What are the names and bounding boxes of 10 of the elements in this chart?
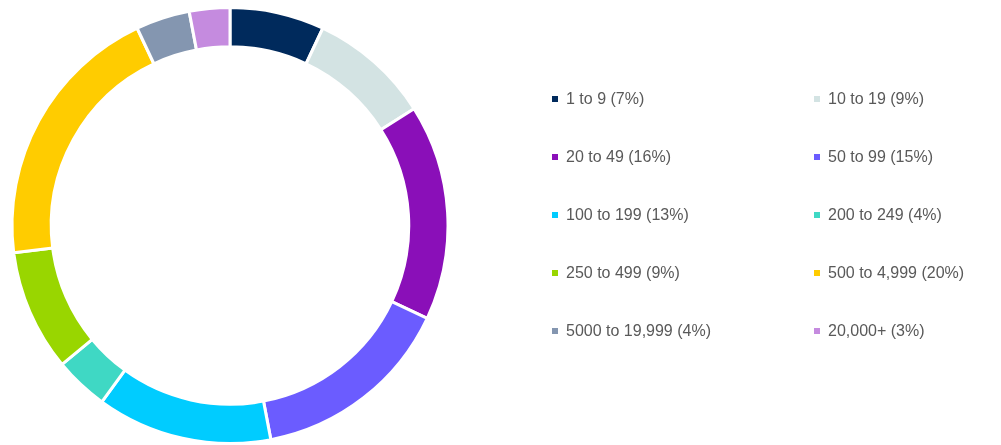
legend-label: 1 to 9 (7%) [566,90,645,108]
legend-label: 20,000+ (3%) [828,322,925,340]
legend-label: 200 to 249 (4%) [828,206,942,224]
legend-label: 250 to 499 (9%) [566,264,680,282]
legend-label: 50 to 99 (15%) [828,148,933,166]
legend-label: 10 to 19 (9%) [828,90,925,108]
legend-label: 20 to 49 (16%) [566,148,671,166]
legend-label: 500 to 4,999 (20%) [828,264,965,282]
legend-label: 100 to 199 (13%) [566,206,689,224]
legend-label: 5000 to 19,999 (4%) [566,322,711,340]
